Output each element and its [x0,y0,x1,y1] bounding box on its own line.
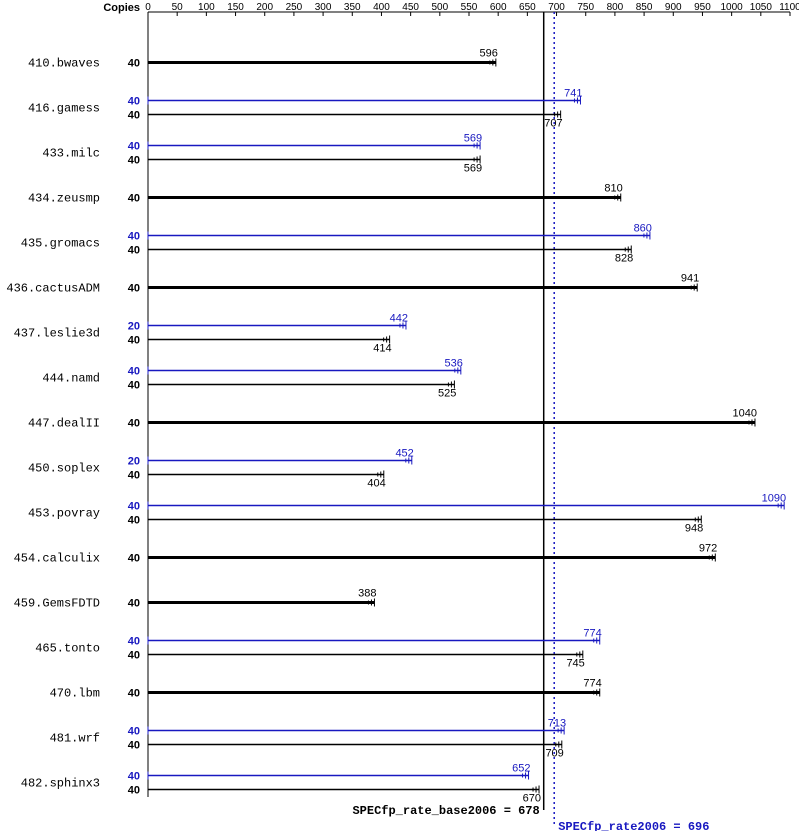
base-value: 707 [544,118,562,130]
copies-header: Copies [103,2,140,14]
benchmark-name: 459.GemsFDTD [14,597,100,611]
peak-copies: 40 [128,366,140,378]
axis-tick: 250 [286,2,303,13]
peak-copies: 40 [128,501,140,513]
peak-copies: 40 [128,96,140,108]
benchmark-name: 447.dealII [28,417,100,431]
benchmark-name: 435.gromacs [21,237,100,251]
benchmark-name: 482.sphinx3 [21,777,100,791]
axis-tick: 100 [198,2,215,13]
benchmark-name: 416.gamess [28,102,100,116]
axis-tick: 550 [461,2,478,13]
peak-value: 774 [583,628,601,640]
axis-tick: 600 [490,2,507,13]
peak-value: 1090 [762,493,786,505]
footer-peak-label: SPECfp_rate2006 = 696 [558,820,709,831]
base-copies: 40 [128,688,140,700]
axis-tick: 200 [256,2,273,13]
base-copies: 40 [128,283,140,295]
base-value: 596 [479,48,497,60]
axis-tick: 1050 [750,2,773,13]
benchmark-name: 450.soplex [28,462,100,476]
base-value: 972 [699,543,717,555]
base-value: 941 [681,273,699,285]
base-copies: 40 [128,650,140,662]
base-value: 709 [545,748,563,760]
peak-value: 536 [444,358,462,370]
base-copies: 40 [128,245,140,257]
spec-chart: 0 50 100 150 200 250 300 350 400 450 500 550 600 650 7… [0,0,799,831]
axis-tick: 300 [315,2,332,13]
base-copies: 40 [128,58,140,70]
axis-tick: 500 [431,2,448,13]
benchmark-name: 437.leslie3d [14,327,100,341]
axis-tick: 850 [636,2,653,13]
base-copies: 40 [128,110,140,122]
peak-value: 713 [548,718,566,730]
base-copies: 40 [128,785,140,797]
base-copies: 40 [128,418,140,430]
peak-value: 652 [512,763,530,775]
base-value: 414 [373,343,391,355]
axis-tick: 900 [665,2,682,13]
axis-tick: 150 [227,2,244,13]
axis-tick: 350 [344,2,361,13]
base-copies: 40 [128,598,140,610]
benchmark-name: 436.cactusADM [6,282,100,296]
base-value: 388 [358,588,376,600]
peak-value: 860 [634,223,652,235]
axis-tick: 1000 [721,2,744,13]
base-value: 569 [464,163,482,175]
axis-tick: 750 [577,2,594,13]
benchmark-name: 453.povray [28,507,100,521]
base-copies: 40 [128,553,140,565]
base-value: 404 [367,478,385,490]
peak-copies: 40 [128,636,140,648]
peak-copies: 40 [128,231,140,243]
benchmark-name: 434.zeusmp [28,192,100,206]
benchmark-name: 454.calculix [14,552,100,566]
base-copies: 40 [128,193,140,205]
axis-tick: 400 [373,2,390,13]
base-value: 828 [615,253,633,265]
peak-value: 442 [390,313,408,325]
peak-value: 452 [395,448,413,460]
base-value: 1040 [732,408,756,420]
base-value: 948 [685,523,703,535]
base-copies: 40 [128,515,140,527]
base-copies: 40 [128,335,140,347]
base-copies: 40 [128,155,140,167]
footer-base-label: SPECfp_rate_base2006 = 678 [352,804,539,818]
axis-tick: 700 [548,2,565,13]
peak-copies: 20 [128,456,140,468]
base-copies: 40 [128,740,140,752]
peak-value: 741 [564,88,582,100]
benchmark-name: 481.wrf [50,732,100,746]
axis-tick: 50 [172,2,184,13]
base-copies: 40 [128,470,140,482]
base-value: 670 [523,793,541,805]
axis-tick: 1100 [779,2,799,13]
peak-copies: 40 [128,726,140,738]
peak-copies: 20 [128,321,140,333]
base-value: 745 [566,658,584,670]
peak-copies: 40 [128,141,140,153]
benchmark-name: 433.milc [42,147,100,161]
axis-tick: 0 [145,2,151,13]
base-value: 810 [604,183,622,195]
benchmark-name: 465.tonto [35,642,100,656]
axis-tick: 800 [607,2,624,13]
axis-tick: 450 [402,2,419,13]
axis-tick: 950 [694,2,711,13]
chart-svg: 0 50 100 150 200 250 300 350 400 450 500 550 600 650 7… [0,0,799,831]
benchmark-name: 410.bwaves [28,57,100,71]
base-value: 525 [438,388,456,400]
base-value: 774 [583,678,601,690]
base-copies: 40 [128,380,140,392]
axis-tick: 650 [519,2,536,13]
peak-value: 569 [464,133,482,145]
benchmark-name: 444.namd [42,372,100,386]
peak-copies: 40 [128,771,140,783]
benchmark-name: 470.lbm [50,687,100,701]
